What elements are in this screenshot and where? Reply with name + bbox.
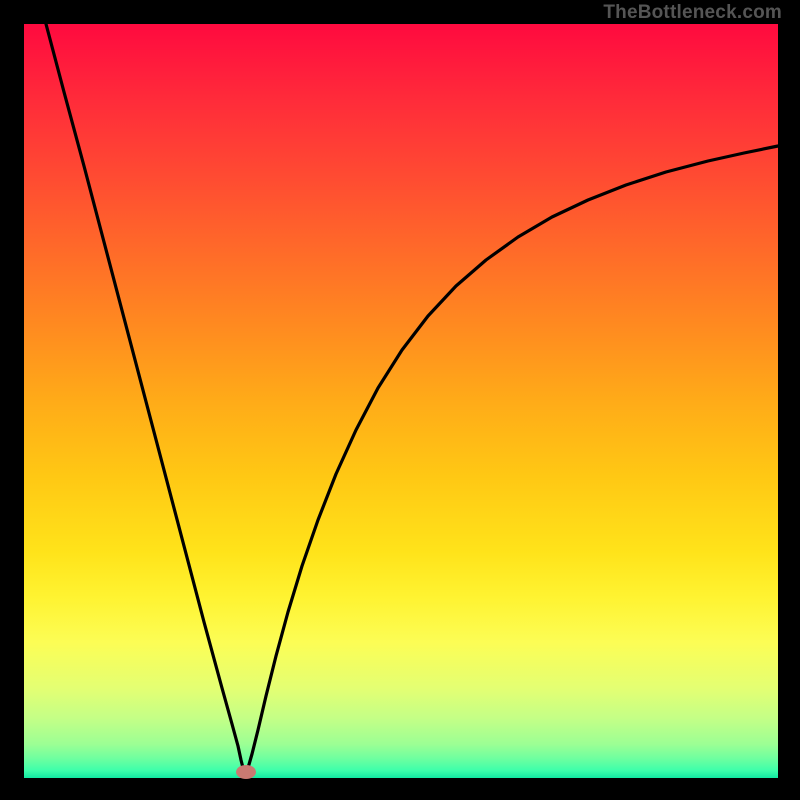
bottleneck-curve [24,24,778,778]
curve-path [46,24,778,772]
optimal-point-marker [236,765,256,779]
watermark-text: TheBottleneck.com [603,2,782,24]
chart-container: { "watermark": { "text": "TheBottleneck.… [0,0,800,800]
plot-area [24,24,778,778]
